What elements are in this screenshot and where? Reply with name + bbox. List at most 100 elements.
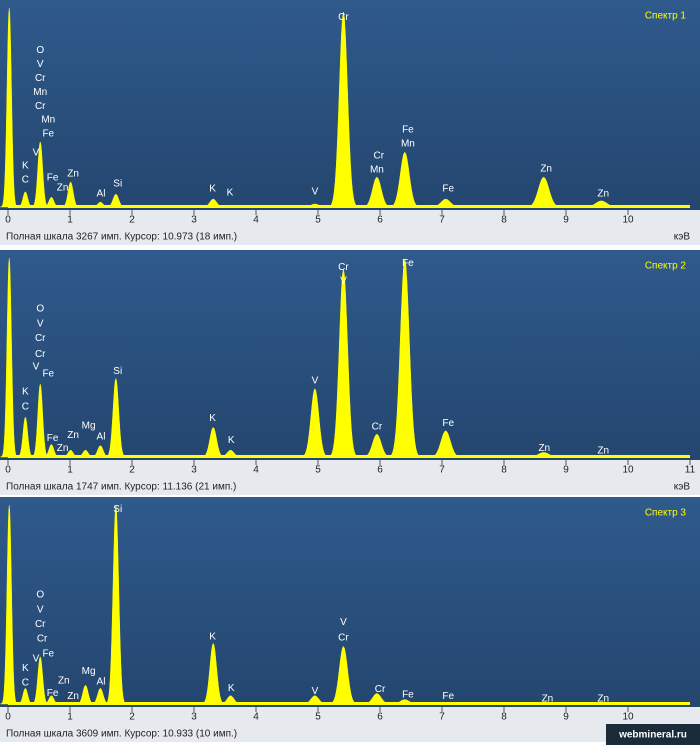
peak-label: Fe [402, 125, 414, 136]
x-tick-label: 8 [501, 215, 507, 226]
peak-label: Cr [338, 633, 349, 644]
peak-label: V [33, 654, 40, 665]
x-tick-label: 4 [253, 465, 259, 476]
peak [41, 444, 62, 458]
axis-strip [0, 460, 700, 495]
peak-label: Cr [372, 421, 383, 432]
peak-label: V [37, 318, 44, 329]
peak-label: V [340, 276, 347, 287]
peak-label: Fe [442, 184, 454, 195]
peak [216, 695, 245, 705]
peak-label: Mn [33, 87, 47, 98]
peak [0, 7, 19, 208]
peak-label: Al [97, 189, 106, 200]
peak-label: C [22, 402, 29, 413]
peak-label: O [36, 45, 44, 56]
x-tick-label: 6 [377, 712, 383, 723]
x-tick-label: 10 [622, 465, 634, 476]
x-unit: кэВ [674, 232, 691, 243]
peak-label: Si [113, 366, 122, 377]
x-tick-label: 9 [563, 215, 569, 226]
peak-label: Zn [542, 693, 554, 704]
peak-label: Al [97, 677, 106, 688]
peak [426, 430, 465, 458]
x-tick-label: 1 [67, 215, 73, 226]
peak [0, 504, 19, 705]
peak-label: Zn [597, 693, 609, 704]
peak-label: Zn [67, 691, 79, 702]
peak-label: C [22, 678, 29, 689]
peak-label: Mg [82, 666, 96, 677]
peak-label: Cr [338, 262, 349, 273]
peak-label: Fe [402, 689, 414, 700]
x-tick-label: 2 [129, 215, 135, 226]
x-tick-label: 6 [377, 215, 383, 226]
peak-label: K [22, 663, 29, 674]
peak [298, 388, 331, 458]
spectrum-title: Спектр 1 [645, 11, 687, 22]
peak-label: Si [113, 179, 122, 190]
peak-label: Fe [402, 258, 414, 269]
peak [522, 452, 565, 458]
peak-label: Cr [35, 73, 46, 84]
peak-label: V [37, 604, 44, 615]
peak-label: Zn [57, 183, 69, 194]
peak-label: V [33, 362, 40, 373]
x-tick-label: 4 [253, 215, 259, 226]
x-tick-label: 3 [191, 712, 197, 723]
watermark-bg [606, 724, 700, 745]
x-tick-label: 5 [315, 215, 321, 226]
peak-label: C [22, 175, 29, 186]
peak-label: K [227, 188, 234, 199]
peak-label: K [22, 161, 29, 172]
peak [199, 198, 227, 208]
peak-label: Si [113, 504, 122, 515]
peak-label: Fe [47, 433, 59, 444]
peak-label: Fe [47, 688, 59, 699]
peak-label: Cr [338, 12, 349, 23]
x-tick-label: 7 [439, 712, 445, 723]
x-tick-label: 5 [315, 712, 321, 723]
x-tick-label: 0 [5, 712, 11, 723]
x-tick-label: 2 [129, 465, 135, 476]
peak-label: Mn [401, 139, 415, 150]
peak-label: V [37, 59, 44, 70]
peak [60, 181, 82, 208]
peak-label: Cr [35, 619, 46, 630]
axis-strip [0, 707, 700, 742]
peak-label: Al [97, 432, 106, 443]
peak-label: Cr [373, 151, 384, 162]
x-tick-label: 4 [253, 712, 259, 723]
peak [326, 12, 361, 208]
peak-label: K [228, 435, 235, 446]
peak [426, 198, 465, 208]
x-tick-label: 10 [622, 712, 634, 723]
peak-label: Cr [35, 349, 46, 360]
peak-label: Cr [35, 333, 46, 344]
peak-label: Zn [57, 443, 69, 454]
peak-label: Mn [370, 165, 384, 176]
peak-label: Zn [58, 675, 70, 686]
peak-label: K [209, 632, 216, 643]
x-tick-label: 7 [439, 215, 445, 226]
peak-label: Cr [35, 101, 46, 112]
peak [41, 695, 62, 705]
peak-label: V [340, 617, 347, 628]
peak-label: V [312, 686, 319, 697]
peak-label: K [22, 387, 29, 398]
peak-label: Zn [597, 189, 609, 200]
peak-label: Cr [37, 634, 48, 645]
peak [386, 258, 423, 458]
x-tick-label: 1 [67, 465, 73, 476]
peak [216, 449, 245, 458]
peak-label: Mg [82, 420, 96, 431]
x-tick-label: 3 [191, 465, 197, 476]
peak [386, 151, 423, 208]
watermark: webmineral.ru [618, 730, 687, 741]
status-footer: Полная шкала 1747 имп. Курсор: 11.136 (2… [6, 482, 236, 493]
x-tick-label: 6 [377, 465, 383, 476]
peak-label: Fe [42, 129, 54, 140]
